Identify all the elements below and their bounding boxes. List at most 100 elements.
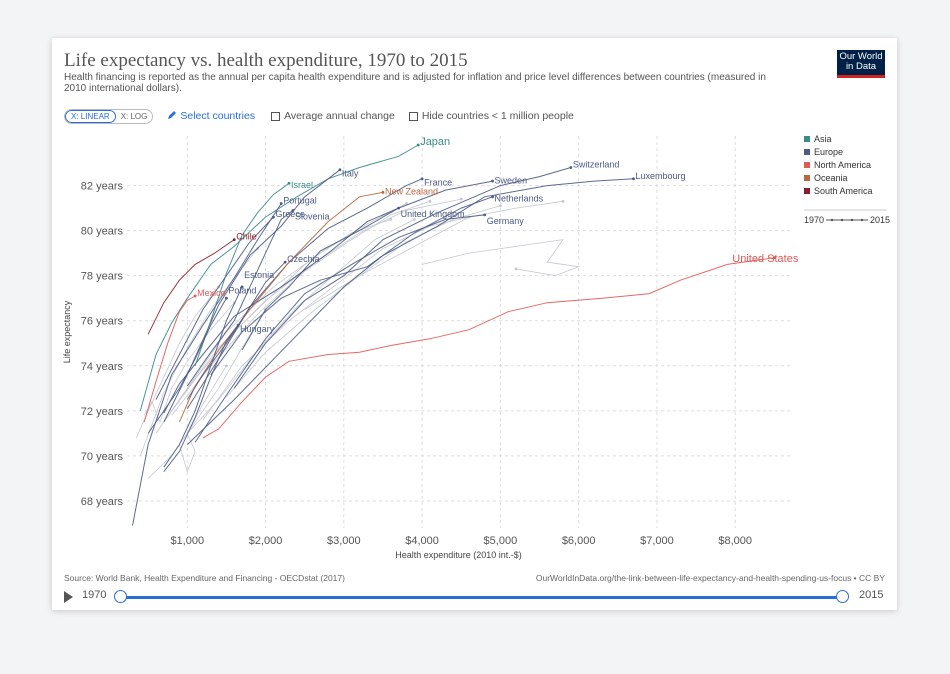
label-israel: Israel (291, 180, 313, 190)
legend-time-dot (860, 218, 864, 222)
label-sweden: Sweden (495, 175, 528, 185)
series-line-japan (139, 144, 419, 412)
label-czechia: Czechia (287, 254, 320, 264)
x-tick-label: $3,000 (327, 535, 361, 547)
y-tick-label: 72 years (81, 406, 124, 418)
series-endpoint (491, 195, 494, 199)
x-tick-label: $7,000 (640, 535, 674, 547)
series-endpoint (569, 166, 573, 169)
series-line-other-9 (187, 219, 415, 434)
series-line-other-10 (147, 309, 266, 479)
legend-time-dot (850, 218, 854, 222)
series-line-portugal (132, 203, 282, 526)
label-luxembourg: Luxembourg (635, 171, 685, 181)
checkbox-box (271, 111, 281, 121)
y-tick-label: 82 years (81, 181, 124, 193)
timeline-end-year: 2015 (859, 589, 884, 601)
logo-line-2: in Data (845, 61, 877, 72)
x-tick-label: $8,000 (718, 535, 752, 547)
series-endpoint (561, 199, 565, 203)
legend-time-end: 2015 (870, 215, 890, 225)
series-endpoint (381, 190, 385, 194)
timeline-end-handle[interactable] (836, 590, 849, 603)
legend-swatch (804, 136, 810, 142)
series-endpoint (416, 143, 420, 147)
series-line-other-2 (171, 200, 431, 416)
legend-time-dot (830, 218, 834, 222)
legend-time-dot (840, 218, 844, 222)
label-mexico: Mexico (197, 288, 226, 298)
label-slovenia: Slovenia (295, 211, 330, 221)
series-endpoint (491, 179, 494, 183)
label-poland: Poland (228, 286, 256, 296)
x-axis-label: Health expenditure (2010 int.-$) (395, 550, 522, 560)
series-endpoint (291, 208, 295, 212)
play-icon[interactable] (64, 591, 73, 603)
label-germany: Germany (487, 216, 525, 226)
series-line-chile (147, 239, 235, 335)
y-tick-label: 80 years (81, 226, 124, 238)
label-greece: Greece (275, 209, 305, 219)
series-endpoint (225, 364, 228, 368)
chart-title: Life expectancy vs. health expenditure, … (64, 50, 468, 71)
label-new-zealand: New Zealand (385, 187, 438, 197)
hide-small-countries-label: Hide countries < 1 million people (421, 110, 574, 122)
series-endpoint (405, 202, 408, 205)
select-countries-button[interactable]: Select countries (167, 110, 255, 122)
x-log-option[interactable]: X: LOG (120, 111, 148, 121)
series-endpoint (514, 267, 518, 271)
x-linear-option[interactable]: X: LINEAR (65, 109, 116, 123)
chart-card: Life expectancy vs. health expenditure, … (52, 38, 897, 610)
legend-swatch (804, 188, 810, 194)
checkbox-box (408, 111, 418, 121)
timeline-track[interactable] (120, 596, 842, 599)
label-france: France (424, 178, 452, 188)
x-tick-label: $6,000 (562, 535, 596, 547)
series-line-germany (194, 214, 485, 443)
legend-time-start: 1970 (804, 215, 824, 225)
series-line-luxembourg (186, 178, 634, 445)
series-line-other-13 (179, 365, 227, 473)
series-line-other-14 (143, 302, 235, 424)
series-endpoint (397, 206, 401, 210)
logo-line-1: Our World (839, 51, 883, 62)
label-chile: Chile (236, 232, 257, 242)
series-line-estonia (163, 286, 243, 468)
select-countries-label: Select countries (180, 110, 256, 122)
x-tick-label: $1,000 (170, 535, 204, 547)
series-endpoint (412, 217, 416, 221)
series-line-poland (147, 297, 227, 434)
legend-label: Europe (814, 147, 843, 157)
series-line-mexico (143, 295, 196, 423)
timeline-start-year: 1970 (82, 589, 107, 601)
series-endpoint (279, 202, 283, 205)
source-link[interactable]: OurWorldInData.org/the-link-between-life… (535, 573, 885, 583)
series-endpoint (420, 177, 424, 181)
series-endpoint (772, 256, 776, 260)
series-endpoint (632, 177, 635, 181)
owid-logo[interactable]: Our World in Data (837, 50, 885, 78)
chart-plot[interactable]: 68 years 70 years 72 years 74 years 76 years… (52, 38, 897, 568)
series-endpoint (483, 213, 487, 217)
series-endpoint (287, 181, 291, 185)
series-endpoint (428, 199, 432, 203)
series-endpoint (271, 215, 275, 219)
label-united-states: United States (732, 253, 799, 265)
series-line-hungary (163, 324, 239, 473)
hide-small-countries-checkbox[interactable]: Hide countries < 1 million people (408, 110, 574, 122)
average-change-checkbox[interactable]: Average annual change (271, 110, 395, 122)
series-endpoint (389, 217, 393, 221)
series-endpoint (459, 197, 463, 201)
source-note[interactable]: Source: World Bank, Health Expenditure a… (64, 573, 345, 583)
legend-label: Oceania (814, 173, 848, 183)
x-tick-label: $2,000 (249, 535, 283, 547)
y-tick-label: 68 years (81, 496, 124, 508)
series-line-other-8 (226, 205, 501, 398)
timeline-start-handle[interactable] (114, 590, 127, 603)
x-scale-toggle[interactable]: X: LINEAR X: LOG (64, 108, 154, 124)
series-line-sweden (241, 180, 493, 351)
series-line-netherlands (210, 196, 493, 376)
series-line-france (186, 178, 423, 409)
series-line-united-kingdom (163, 207, 399, 414)
series-endpoint (338, 168, 342, 172)
